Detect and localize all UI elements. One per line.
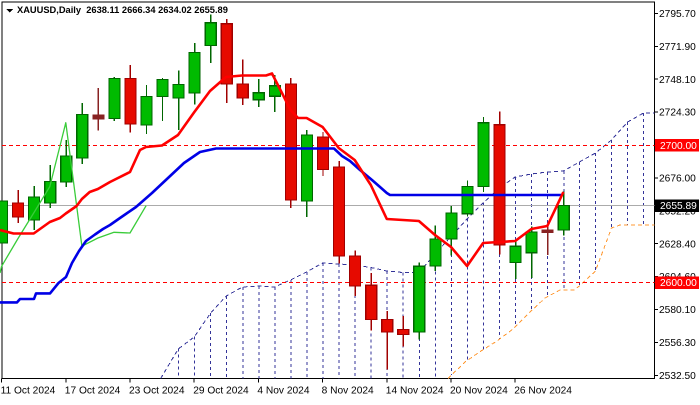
svg-text:2556.30: 2556.30 [659,338,696,349]
svg-text:2628.40: 2628.40 [659,239,696,250]
svg-text:2700.00: 2700.00 [660,141,697,152]
svg-text:23 Oct 2024: 23 Oct 2024 [129,386,185,397]
svg-text:8 Nov 2024: 8 Nov 2024 [322,386,374,397]
svg-text:2600.00: 2600.00 [660,278,697,289]
svg-text:2532.50: 2532.50 [659,371,696,382]
svg-text:11 Oct 2024: 11 Oct 2024 [1,386,56,397]
svg-text:20 Nov 2024: 20 Nov 2024 [450,386,508,397]
svg-text:XAUUSD,Daily 2638.11 2666.34: XAUUSD,Daily 2638.11 2666.34 2634.02 265… [17,5,228,15]
svg-text:29 Oct 2024: 29 Oct 2024 [193,386,249,397]
svg-text:26 Nov 2024: 26 Nov 2024 [514,386,572,397]
svg-text:2748.10: 2748.10 [659,75,696,86]
svg-text:4 Nov 2024: 4 Nov 2024 [257,386,309,397]
svg-text:2724.30: 2724.30 [659,108,696,119]
svg-text:17 Oct 2024: 17 Oct 2024 [65,386,121,397]
svg-text:2676.00: 2676.00 [659,174,696,185]
svg-text:14 Nov 2024: 14 Nov 2024 [386,386,444,397]
svg-text:2655.89: 2655.89 [660,201,697,212]
svg-text:2771.90: 2771.90 [659,42,696,53]
svg-text:2580.10: 2580.10 [659,305,696,316]
svg-text:2652.20: 2652.20 [659,206,696,217]
svg-text:2795.70: 2795.70 [659,9,696,20]
